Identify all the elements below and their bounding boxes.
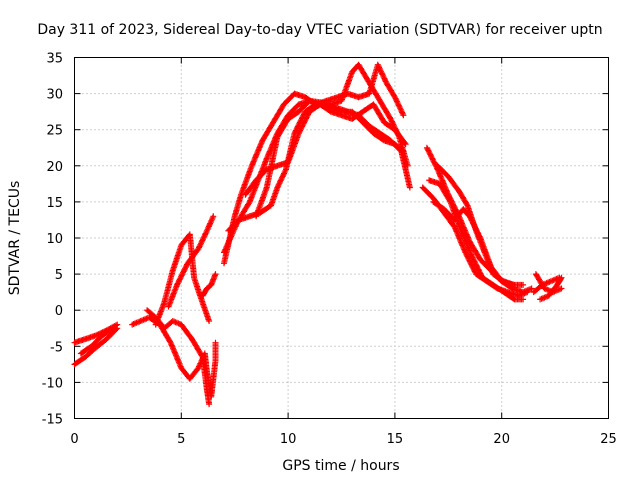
y-axis-ticks: -15 -10 -5 0 5 10 15 20 25 30 35 [42,52,609,428]
y-tick-label: 5 [55,268,63,283]
plus-markers [221,61,411,256]
chart-title: Day 311 of 2023, Sidereal Day-to-day VTE… [37,22,602,38]
x-tick-label: 20 [493,432,510,447]
y-tick-label: 35 [46,52,63,67]
data-series-track-3 [77,325,116,357]
plus-markers [165,213,217,310]
y-tick-label: -15 [42,413,63,428]
x-tick-label: 15 [387,432,404,447]
plus-markers [430,198,516,288]
y-tick-label: -10 [42,376,63,391]
plus-markers [426,177,527,303]
y-tick-label: 0 [55,304,63,319]
plus-markers [253,97,409,220]
y-tick-label: 25 [46,124,63,139]
x-tick-label: 0 [70,432,78,447]
x-tick-label: 25 [600,432,617,447]
data-series-track-21 [537,274,565,303]
y-tick-label: -5 [50,340,63,355]
y-axis-label: SDTVAR / TECUs [7,181,23,296]
data-series-track-6 [152,231,213,328]
data-series-track-18 [430,198,516,288]
plus-markers [71,325,121,368]
x-tick-label: 5 [177,432,185,447]
y-tick-label: 20 [46,160,63,175]
y-tick-label: 30 [46,88,63,103]
plus-markers [225,61,407,234]
data-marks [71,61,565,408]
y-tick-label: 10 [46,232,63,247]
plus-markers [152,231,213,328]
data-series-track-10 [221,61,411,256]
plus-markers [537,274,565,303]
plus-markers [77,325,116,357]
x-axis-label: GPS time / hours [282,458,399,474]
data-series-track-13 [253,97,409,220]
x-tick-label: 10 [280,432,297,447]
plus-markers [199,271,219,299]
data-series-track-7 [165,213,217,310]
data-series-track-16 [426,177,527,303]
y-tick-label: 15 [46,196,63,211]
x-axis-ticks: 0 5 10 15 20 25 [70,57,617,447]
data-series-track-1 [71,325,121,368]
data-series-track-8 [199,271,219,299]
data-series-track-11 [225,61,407,234]
